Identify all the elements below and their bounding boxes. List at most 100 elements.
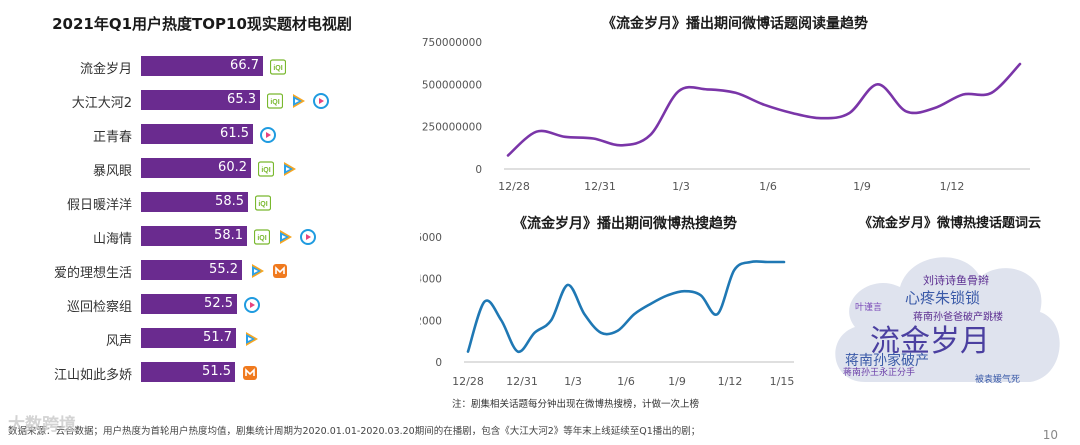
youku-icon [300, 228, 316, 245]
y-tick-label: 0 [435, 357, 442, 369]
cloud-word: 蒋南孙家破产 [845, 353, 929, 369]
mango-tv-icon [272, 263, 288, 279]
source-note: 数据来源：云合数据；用户热度为首轮用户热度均值，剧集统计周期为2020.01.0… [8, 426, 701, 437]
tencent-video-icon [277, 229, 293, 245]
mango-tv-icon [242, 365, 258, 381]
ranking-row: 假日暖洋洋 58.5 iQI [0, 186, 400, 220]
x-tick-label: 1/9 [668, 375, 686, 388]
iqiyi-icon: iQI [267, 92, 283, 109]
cloud-word: 刘诗诗鱼骨辫 [923, 274, 989, 287]
cloud-word: 心疼朱锁锁 [905, 289, 981, 307]
ranking-bar: 51.7 [141, 328, 236, 348]
cloud-word: 蒋南孙王永正分手 [843, 368, 916, 378]
youku-icon [313, 92, 329, 109]
x-tick-label: 12/31 [584, 180, 616, 193]
platform-icons [242, 362, 265, 382]
x-tick-label: 1/12 [940, 180, 965, 193]
iqiyi-icon: iQI [254, 228, 270, 245]
x-tick-label: 12/28 [452, 375, 484, 388]
series-line [506, 62, 1022, 157]
ranking-bar-value: 65.3 [227, 92, 256, 107]
ranking-bar-value: 52.5 [204, 296, 233, 311]
ranking-row: 山海情 58.1 iQI [0, 220, 400, 254]
ranking-bar-value: 61.5 [220, 126, 249, 141]
x-tick-label: 1/6 [617, 375, 635, 388]
platform-icons: iQI [267, 90, 336, 110]
ranking-row-name: 假日暖洋洋 [66, 198, 132, 213]
y-tick-label: 6000 [420, 232, 442, 244]
ranking-bar-value: 58.1 [214, 228, 243, 243]
ranking-row: 巡回检察组 52.5 [0, 288, 400, 322]
svg-text:iQI: iQI [258, 201, 267, 208]
search-chart-note: 注：剧集相关话题每分钟出现在微博热搜榜，计做一次上榜 [452, 399, 700, 410]
iqiyi-icon: iQI [255, 194, 271, 211]
ranking-bar: 60.2 [141, 158, 251, 178]
tencent-video-icon [243, 331, 259, 347]
svg-text:iQI: iQI [273, 65, 282, 72]
platform-icons [249, 260, 295, 280]
ranking-row: 正青春 61.5 [0, 118, 400, 152]
y-tick-label: 2000 [420, 315, 442, 327]
ranking-row: 风声 51.7 [0, 322, 400, 356]
svg-text:iQI: iQI [270, 99, 279, 106]
watermark: 大数跨境 [8, 415, 76, 435]
platform-icons: iQI [270, 56, 293, 76]
ranking-bar-value: 60.2 [218, 160, 247, 175]
ranking-bar: 58.1 [141, 226, 247, 246]
y-tick-label: 4000 [420, 274, 442, 286]
x-tick-label: 1/15 [770, 375, 795, 388]
ranking-row-name: 暴风眼 [92, 164, 132, 179]
tencent-video-icon [249, 263, 265, 279]
cloud-word: 流金岁月 [870, 324, 990, 359]
ranking-row: 爱的理想生活 55.2 [0, 254, 400, 288]
platform-icons: iQI [258, 158, 304, 178]
ranking-row-name: 山海情 [92, 232, 132, 247]
iqiyi-icon: iQI [258, 160, 274, 177]
youku-icon [244, 296, 260, 313]
tencent-video-icon [290, 93, 306, 109]
page-number: 10 [1042, 428, 1058, 442]
ranking-bar-value: 66.7 [230, 58, 259, 73]
x-tick-label: 12/28 [498, 180, 530, 193]
cloud-word: 被袁媛气死 [975, 375, 1021, 385]
ranking-bar-value: 55.2 [209, 262, 238, 277]
ranking-row: 暴风眼 60.2 iQI [0, 152, 400, 186]
y-tick-label: 250000000 [422, 122, 482, 134]
ranking-bar: 55.2 [141, 260, 242, 280]
left-chart-title: 2021年Q1用户热度TOP10现实题材电视剧 [52, 15, 352, 33]
platform-icons: iQI [254, 226, 323, 246]
ranking-bar: 52.5 [141, 294, 237, 314]
x-tick-label: 12/31 [506, 375, 538, 388]
ranking-row-name: 大江大河2 [71, 96, 132, 111]
ranking-row: 大江大河2 65.3 iQI [0, 84, 400, 118]
cloud-word: 叶谨言 [855, 303, 883, 313]
search-chart-title: 《流金岁月》播出期间微博热搜趋势 [513, 216, 737, 232]
x-tick-label: 1/12 [718, 375, 743, 388]
platform-icons [244, 294, 267, 314]
word-cloud-title: 《流金岁月》微博热搜话题词云 [858, 216, 1041, 231]
ranking-row-name: 巡回检察组 [66, 300, 132, 315]
ranking-row: 流金岁月 66.7 iQI [0, 50, 400, 84]
y-tick-label: 500000000 [422, 79, 482, 91]
ranking-row-name: 风声 [105, 334, 132, 349]
x-tick-label: 1/3 [564, 375, 582, 388]
svg-text:iQI: iQI [261, 167, 270, 174]
read-volume-line-chart: 0 250000000 500000000 750000000 12/28 12/31 1/… [422, 37, 1030, 193]
ranking-bar-value: 51.7 [203, 330, 232, 345]
ranking-chart: 流金岁月 66.7 iQI 大江大河2 65.3 iQI 正青春 61.5 暴风眼 60.2 iQI… [0, 50, 400, 390]
tencent-video-icon [281, 161, 297, 177]
ranking-row: 江山如此多娇 51.5 [0, 356, 400, 390]
youku-icon [260, 126, 276, 143]
y-tick-label: 0 [475, 164, 482, 176]
series-line [466, 260, 786, 353]
ranking-bar: 65.3 [141, 90, 260, 110]
cloud-word: 蒋南孙爸爸破产跳楼 [913, 312, 1003, 323]
x-tick-label: 1/9 [853, 180, 871, 193]
ranking-row-name: 正青春 [92, 130, 132, 145]
ranking-bar: 51.5 [141, 362, 235, 382]
y-tick-label: 750000000 [422, 37, 482, 49]
platform-icons [243, 328, 266, 348]
ranking-row-name: 流金岁月 [79, 62, 132, 77]
word-cloud: 刘诗诗鱼骨辫 心疼朱锁锁 蒋南孙爸爸破产跳楼 流金岁月 蒋南孙家破产 蒋南孙王永… [825, 232, 1070, 392]
platform-icons [260, 124, 283, 144]
